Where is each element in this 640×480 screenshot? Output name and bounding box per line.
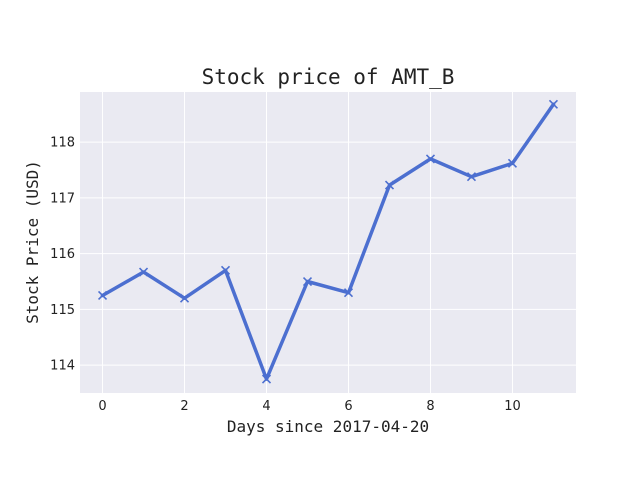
x-tick-label: 4 bbox=[262, 399, 270, 414]
y-tick-label: 114 bbox=[50, 359, 75, 374]
y-tick-label: 118 bbox=[50, 136, 75, 151]
x-tick-label: 0 bbox=[98, 399, 106, 414]
chart-title: Stock price of AMT_B bbox=[202, 65, 455, 89]
x-axis-label: Days since 2017-04-20 bbox=[227, 417, 429, 436]
x-tick-label: 8 bbox=[426, 399, 434, 414]
x-tick-label: 2 bbox=[180, 399, 188, 414]
y-axis-label: Stock Price (USD) bbox=[23, 160, 42, 324]
x-tick-label: 6 bbox=[344, 399, 352, 414]
x-tick-label: 10 bbox=[504, 399, 521, 414]
y-tick-label: 117 bbox=[50, 191, 75, 206]
y-tick-label: 116 bbox=[50, 247, 75, 262]
y-tick-label: 115 bbox=[50, 303, 75, 318]
plot-area bbox=[80, 92, 576, 393]
